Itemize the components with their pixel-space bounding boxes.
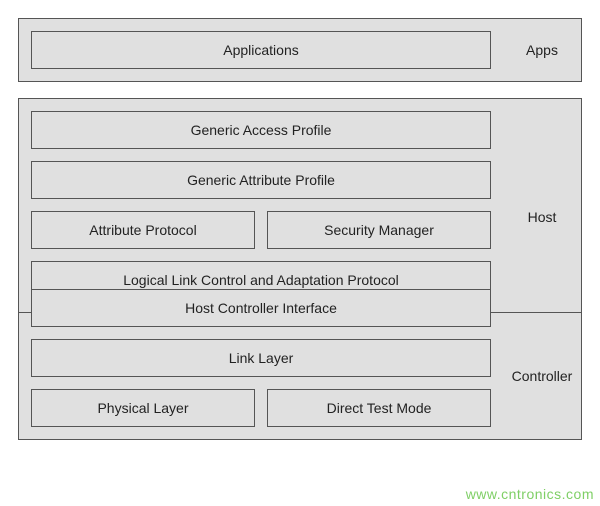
- watermark-text: www.cntronics.com: [466, 486, 594, 502]
- block-applications: Applications: [31, 31, 491, 69]
- block-att: Attribute Protocol: [31, 211, 255, 249]
- block-gap: Generic Access Profile: [31, 111, 491, 149]
- hci-wrap: Host Controller Interface: [31, 289, 491, 327]
- row-phy-dtm: Physical Layer Direct Test Mode: [31, 389, 491, 427]
- block-ll: Link Layer: [31, 339, 491, 377]
- stack-diagram: Applications Apps Generic Access Profile…: [18, 18, 582, 440]
- block-hci: Host Controller Interface: [31, 289, 491, 327]
- block-phy: Physical Layer: [31, 389, 255, 427]
- section-host-label: Host: [503, 99, 581, 335]
- section-apps-body: Applications: [19, 19, 503, 81]
- section-controller: Host Controller Interface Link Layer Phy…: [18, 312, 582, 440]
- block-sm: Security Manager: [267, 211, 491, 249]
- section-apps-label: Apps: [503, 19, 581, 81]
- section-controller-body: Host Controller Interface Link Layer Phy…: [19, 313, 503, 439]
- section-apps: Applications Apps: [18, 18, 582, 82]
- block-gatt: Generic Attribute Profile: [31, 161, 491, 199]
- block-dtm: Direct Test Mode: [267, 389, 491, 427]
- section-controller-label: Controller: [503, 313, 581, 439]
- row-att-sm: Attribute Protocol Security Manager: [31, 211, 491, 249]
